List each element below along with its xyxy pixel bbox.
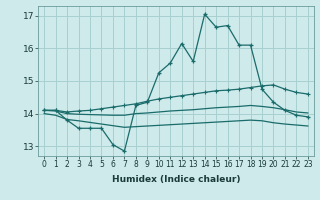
X-axis label: Humidex (Indice chaleur): Humidex (Indice chaleur): [112, 175, 240, 184]
